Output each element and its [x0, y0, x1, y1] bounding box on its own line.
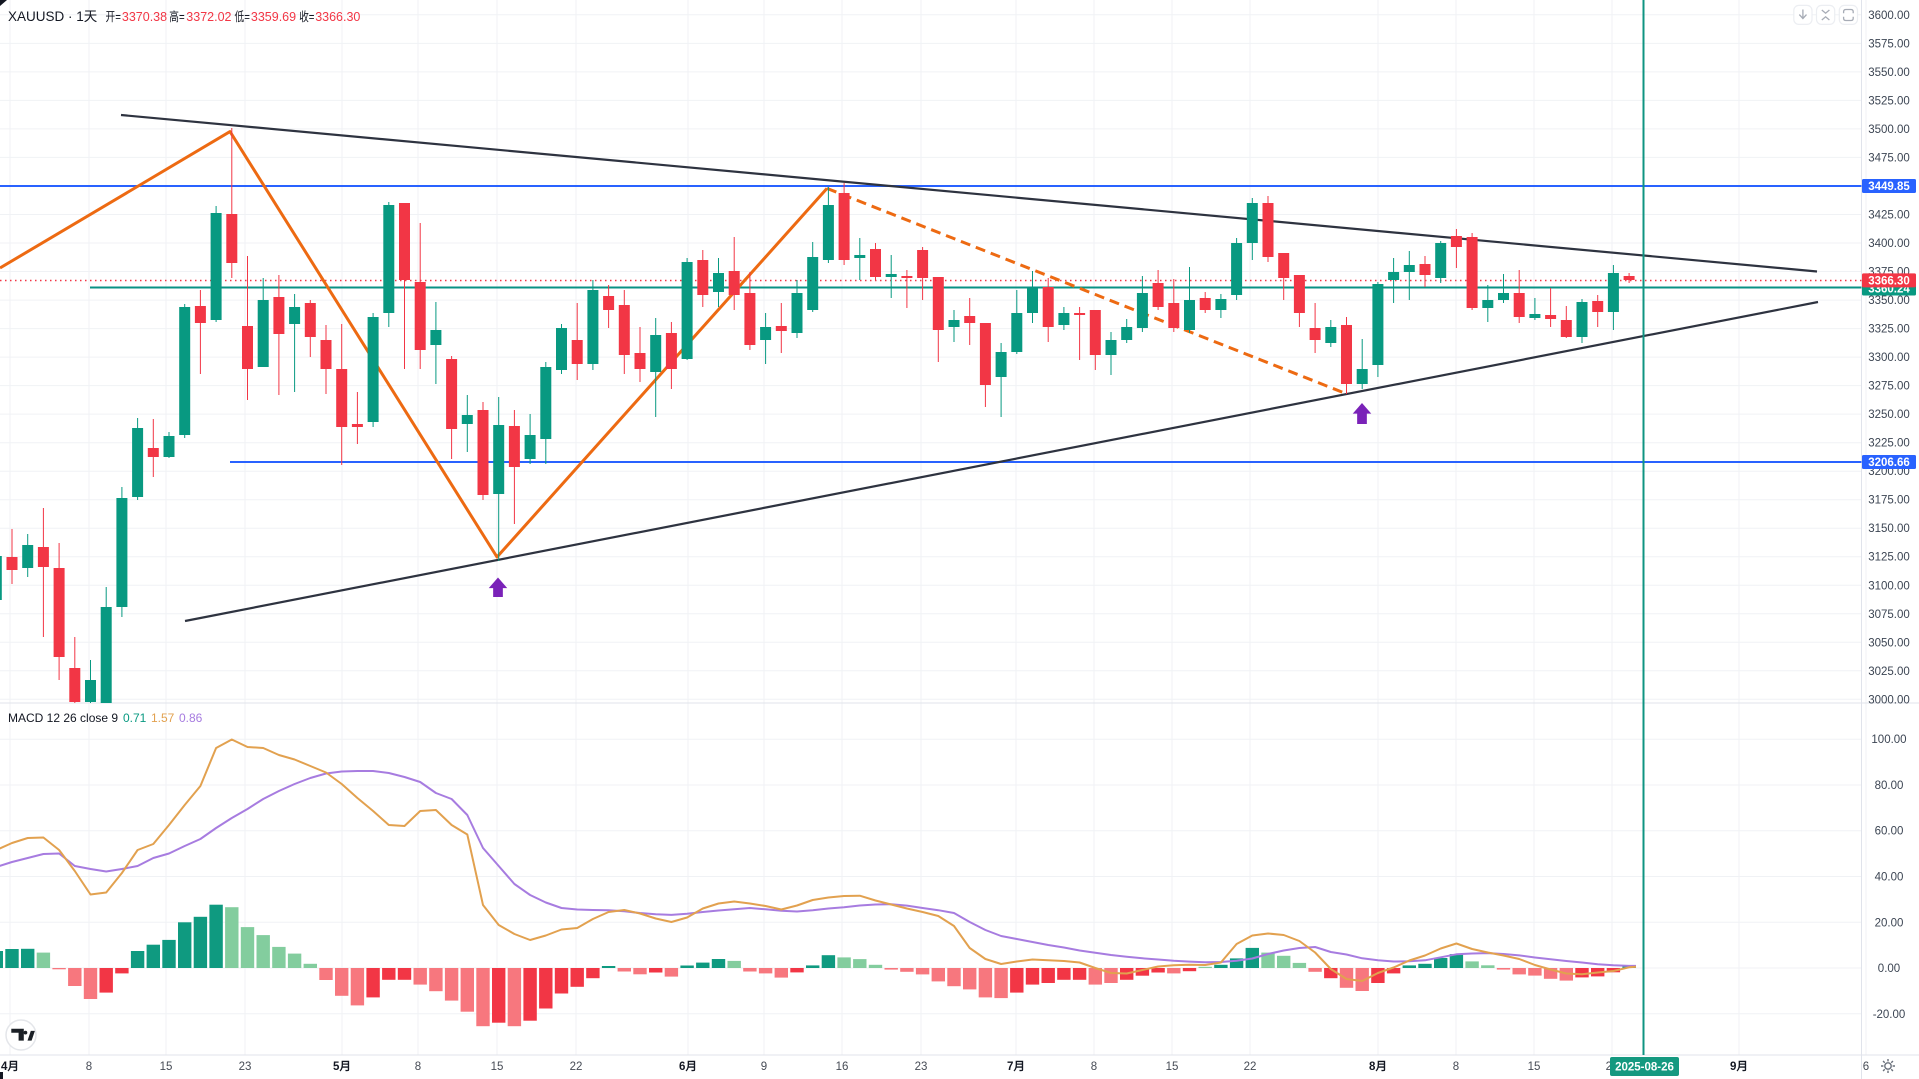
svg-text:15: 15 — [1528, 1061, 1541, 1073]
svg-text:5月: 5月 — [333, 1060, 351, 1073]
svg-text:6: 6 — [1863, 1061, 1869, 1073]
svg-text:3359.69: 3359.69 — [251, 10, 296, 24]
svg-text:3275.00: 3275.00 — [1868, 381, 1910, 393]
svg-text:3425.00: 3425.00 — [1868, 210, 1910, 222]
svg-text:低=: 低= — [235, 10, 250, 24]
svg-text:15: 15 — [160, 1061, 173, 1073]
svg-text:16: 16 — [836, 1061, 849, 1073]
svg-text:3325.00: 3325.00 — [1868, 324, 1910, 336]
svg-text:MACD 12 26 close 9: MACD 12 26 close 9 — [8, 711, 118, 725]
svg-text:3400.00: 3400.00 — [1868, 238, 1910, 250]
svg-text:3370.38: 3370.38 — [122, 10, 167, 24]
svg-text:3350.00: 3350.00 — [1868, 295, 1910, 307]
svg-text:3366.30: 3366.30 — [315, 10, 360, 24]
svg-text:收=: 收= — [299, 10, 314, 24]
svg-text:3300.00: 3300.00 — [1868, 352, 1910, 364]
svg-text:9月: 9月 — [1730, 1060, 1748, 1073]
svg-text:0.71: 0.71 — [123, 711, 147, 725]
svg-text:3100.00: 3100.00 — [1868, 580, 1910, 592]
svg-text:8月: 8月 — [1369, 1060, 1387, 1073]
svg-text:3250.00: 3250.00 — [1868, 409, 1910, 421]
svg-text:22: 22 — [1244, 1061, 1257, 1073]
svg-text:3050.00: 3050.00 — [1868, 637, 1910, 649]
svg-text:22: 22 — [570, 1061, 583, 1073]
svg-text:-20.00: -20.00 — [1873, 1009, 1906, 1021]
svg-text:3525.00: 3525.00 — [1868, 95, 1910, 107]
svg-text:0.86: 0.86 — [179, 711, 203, 725]
svg-text:2025-08-26: 2025-08-26 — [1615, 1062, 1674, 1074]
svg-text:8: 8 — [1091, 1061, 1097, 1073]
svg-text:7月: 7月 — [1007, 1060, 1025, 1073]
svg-text:60.00: 60.00 — [1875, 826, 1904, 838]
svg-text:8: 8 — [1453, 1061, 1459, 1073]
svg-text:开=: 开= — [106, 10, 121, 24]
svg-text:3125.00: 3125.00 — [1868, 552, 1910, 564]
svg-text:6月: 6月 — [679, 1060, 697, 1073]
svg-text:3550.00: 3550.00 — [1868, 67, 1910, 79]
svg-text:20.00: 20.00 — [1875, 917, 1904, 929]
svg-text:3372.02: 3372.02 — [186, 10, 231, 24]
svg-text:80.00: 80.00 — [1875, 780, 1904, 792]
svg-text:3025.00: 3025.00 — [1868, 666, 1910, 678]
svg-text:3475.00: 3475.00 — [1868, 152, 1910, 164]
svg-text:9: 9 — [761, 1061, 767, 1073]
svg-text:8: 8 — [86, 1061, 92, 1073]
svg-text:3075.00: 3075.00 — [1868, 609, 1910, 621]
svg-text:0.00: 0.00 — [1878, 963, 1900, 975]
svg-text:3575.00: 3575.00 — [1868, 38, 1910, 50]
svg-text:100.00: 100.00 — [1871, 734, 1906, 746]
svg-text:3449.85: 3449.85 — [1868, 181, 1910, 193]
svg-text:15: 15 — [1166, 1061, 1179, 1073]
svg-text:3600.00: 3600.00 — [1868, 10, 1910, 22]
svg-text:3000.00: 3000.00 — [1868, 694, 1910, 706]
svg-text:40.00: 40.00 — [1875, 872, 1904, 884]
svg-text:高=: 高= — [169, 9, 184, 24]
svg-text:3500.00: 3500.00 — [1868, 124, 1910, 136]
svg-text:4月: 4月 — [1, 1060, 19, 1073]
svg-text:3150.00: 3150.00 — [1868, 523, 1910, 535]
svg-text:3225.00: 3225.00 — [1868, 438, 1910, 450]
svg-text:3206.66: 3206.66 — [1868, 457, 1910, 469]
svg-text:23: 23 — [239, 1061, 252, 1073]
svg-text:8: 8 — [415, 1061, 421, 1073]
svg-text:1.57: 1.57 — [151, 711, 175, 725]
svg-text:3366.30: 3366.30 — [1868, 275, 1910, 287]
svg-text:3175.00: 3175.00 — [1868, 495, 1910, 507]
svg-text:XAUUSD · 1天: XAUUSD · 1天 — [8, 9, 98, 24]
svg-text:15: 15 — [491, 1061, 504, 1073]
svg-text:3200.00: 3200.00 — [1868, 466, 1910, 478]
svg-text:23: 23 — [915, 1061, 928, 1073]
